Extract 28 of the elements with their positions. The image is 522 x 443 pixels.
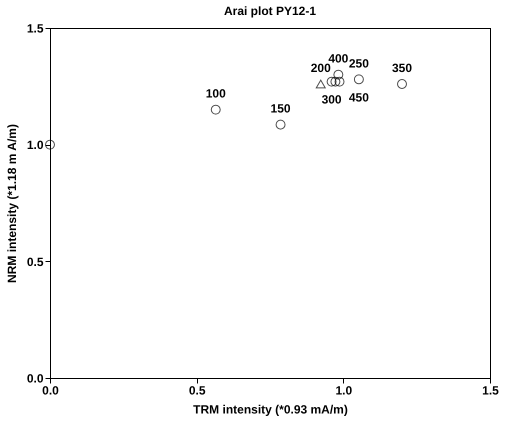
point bbox=[326, 76, 337, 87]
point bbox=[397, 79, 407, 89]
point bbox=[210, 104, 221, 115]
annotation: 250 bbox=[348, 56, 370, 70]
point bbox=[354, 74, 364, 84]
x-tick-label: 1.5 bbox=[482, 384, 500, 398]
annotation: 100 bbox=[206, 86, 226, 101]
annotation: 350 bbox=[392, 61, 412, 75]
x-axis-title: TRM intensity (*0.93 mA/m) bbox=[193, 402, 348, 416]
chart-title: Arai plot PY12-1 bbox=[224, 4, 316, 18]
point bbox=[276, 120, 286, 130]
y-tick-label: 0.0 bbox=[26, 372, 44, 386]
y-tick-label: 1.0 bbox=[26, 138, 44, 152]
annotation: 200 bbox=[310, 61, 332, 75]
x-tick-label: 0.0 bbox=[42, 384, 60, 398]
point bbox=[316, 80, 326, 88]
y-tick-label: 0.5 bbox=[26, 254, 44, 269]
annotation: 150 bbox=[270, 102, 291, 116]
annotation: 300 bbox=[322, 92, 342, 107]
point bbox=[334, 76, 344, 87]
point bbox=[333, 70, 344, 80]
x-tick-label: 0.5 bbox=[188, 384, 206, 398]
annotation: 450 bbox=[348, 90, 370, 104]
y-axis-title: NRM intensity (*1.18 m A/m) bbox=[4, 124, 19, 283]
point bbox=[330, 76, 340, 87]
point bbox=[45, 140, 55, 150]
x-tick-label: 1.0 bbox=[335, 384, 352, 398]
y-tick-label: 1.5 bbox=[26, 22, 44, 36]
